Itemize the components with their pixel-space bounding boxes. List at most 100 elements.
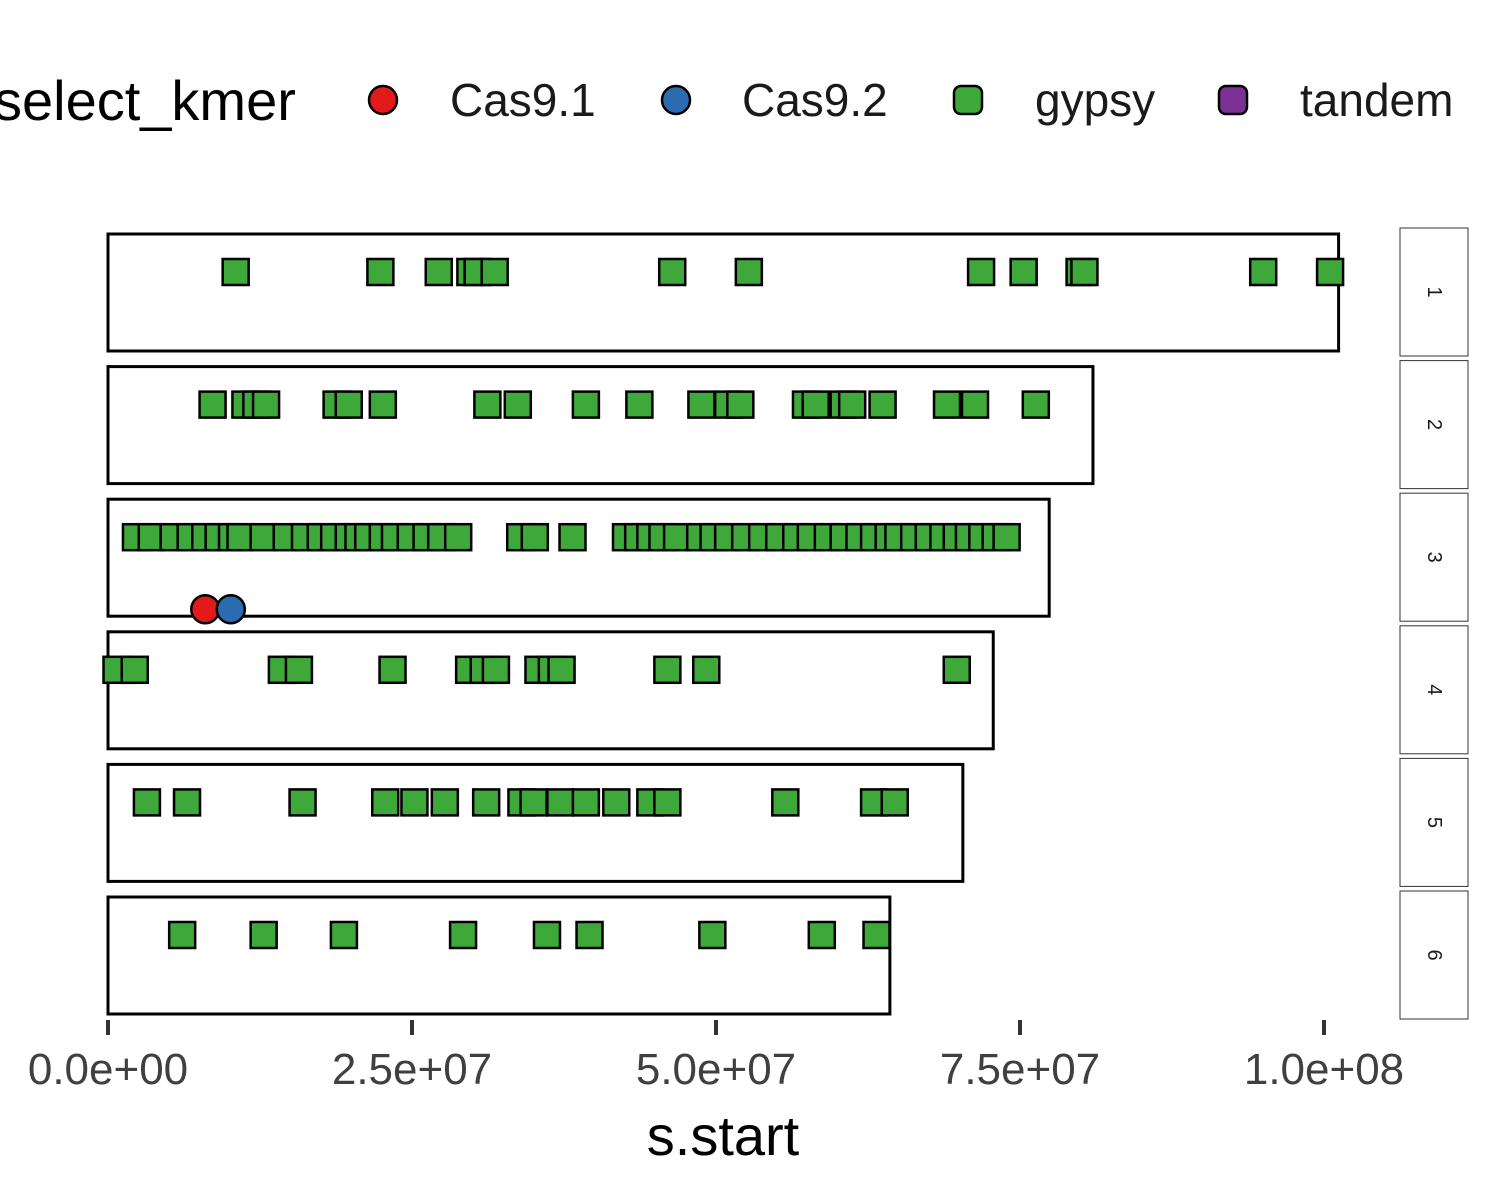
- point-gypsy: [558, 522, 587, 552]
- panel-6: 6: [106, 890, 1469, 1020]
- chromosome-bar: [106, 497, 1051, 618]
- legend-label: tandem: [1300, 74, 1453, 126]
- point-gypsy: [1070, 257, 1099, 287]
- point-gypsy: [366, 257, 395, 287]
- panel-1: 1: [106, 227, 1469, 357]
- facet-strip-label: 2: [1423, 419, 1445, 430]
- point-gypsy: [653, 655, 682, 685]
- facet-strip: [1399, 492, 1469, 622]
- point-gypsy: [167, 920, 197, 950]
- point-gypsy: [726, 390, 755, 419]
- panel-2: 2: [106, 360, 1469, 490]
- point-gypsy: [481, 655, 511, 685]
- point-gypsy: [960, 390, 990, 419]
- point-gypsy: [771, 788, 800, 817]
- facet-strip-label: 6: [1423, 949, 1445, 960]
- point-gypsy: [547, 655, 576, 685]
- point-gypsy: [519, 788, 548, 817]
- point-gypsy: [424, 257, 454, 287]
- point-gypsy: [288, 788, 317, 817]
- facet-strip: [1399, 360, 1469, 490]
- legend-label: Cas9.2: [742, 74, 888, 126]
- point-gypsy: [837, 390, 867, 419]
- point-gypsy: [1248, 257, 1278, 287]
- x-tick-label: 1.0e+08: [1244, 1045, 1404, 1094]
- point-gypsy: [1315, 257, 1345, 287]
- point-gypsy: [942, 655, 972, 685]
- point-gypsy: [329, 920, 359, 950]
- point-gypsy: [448, 920, 478, 950]
- point-gypsy: [575, 920, 604, 950]
- point-cas9-2: [215, 593, 247, 625]
- point-gypsy: [546, 788, 575, 817]
- point-gypsy: [687, 390, 716, 419]
- facet-strip-label: 4: [1423, 684, 1445, 695]
- point-gypsy: [807, 920, 837, 950]
- point-gypsy: [625, 390, 654, 419]
- x-tick-label: 2.5e+07: [332, 1045, 492, 1094]
- point-gypsy: [430, 788, 460, 817]
- point-gypsy: [249, 522, 278, 552]
- legend-label: gypsy: [1035, 74, 1155, 126]
- point-gypsy: [198, 390, 227, 419]
- point-gypsy: [443, 522, 473, 552]
- panel-3: 3: [106, 492, 1469, 625]
- point-gypsy: [602, 788, 631, 817]
- point-gypsy: [370, 788, 400, 817]
- point-gypsy: [378, 655, 407, 685]
- point-gypsy: [698, 920, 727, 950]
- point-gypsy: [172, 788, 202, 817]
- legend-key: [1217, 84, 1249, 116]
- x-axis-title: s.start: [647, 1104, 800, 1167]
- point-gypsy: [571, 390, 601, 419]
- point-gypsy: [480, 257, 509, 287]
- point-gypsy: [966, 257, 996, 287]
- point-gypsy: [520, 522, 550, 552]
- chromosome-bar: [106, 762, 965, 883]
- point-gypsy: [334, 390, 364, 419]
- point-gypsy: [226, 522, 255, 552]
- plot-panels: 1 2 3 4 5 6: [102, 227, 1469, 1020]
- point-gypsy: [221, 257, 250, 287]
- facet-strip: [1399, 757, 1469, 887]
- point-gypsy: [503, 390, 533, 419]
- legend-item-tandem: tandem: [1217, 74, 1453, 126]
- point-gypsy: [1021, 390, 1051, 419]
- legend-item-gypsy: gypsy: [952, 74, 1155, 126]
- chromosome-bar: [106, 232, 1341, 353]
- facet-strip-label: 3: [1423, 552, 1445, 563]
- point-gypsy: [471, 788, 501, 817]
- point-gypsy: [692, 655, 721, 685]
- point-gypsy: [801, 390, 830, 419]
- legend-key: [660, 84, 692, 116]
- point-gypsy: [868, 390, 897, 419]
- point-gypsy: [657, 257, 687, 287]
- point-gypsy: [653, 788, 682, 817]
- x-axis: 0.0e+00 2.5e+07 5.0e+07 7.5e+07 1.0e+08: [28, 1020, 1404, 1094]
- point-gypsy: [251, 390, 281, 419]
- legend-item-cas9-1: Cas9.1: [367, 74, 596, 126]
- legend-title: select_kmer: [0, 69, 296, 132]
- point-gypsy: [120, 655, 150, 685]
- facet-strip-label: 1: [1423, 286, 1445, 297]
- point-gypsy: [992, 522, 1021, 552]
- point-gypsy: [734, 257, 764, 287]
- point-gypsy: [284, 655, 314, 685]
- facet-strip: [1399, 625, 1469, 755]
- chromosome-bar: [106, 895, 892, 1016]
- point-gypsy: [368, 390, 398, 419]
- facet-strip: [1399, 890, 1469, 1020]
- legend-key: [367, 84, 399, 116]
- facet-strip: [1399, 227, 1469, 357]
- point-gypsy: [132, 788, 162, 817]
- chromosome-bar: [106, 365, 1095, 486]
- panel-5: 5: [106, 757, 1469, 887]
- point-gypsy: [880, 788, 910, 817]
- chromosome-bar: [106, 630, 995, 751]
- point-gypsy: [862, 920, 891, 950]
- point-gypsy: [1009, 257, 1038, 287]
- x-tick-label: 5.0e+07: [636, 1045, 796, 1094]
- legend-key: [952, 84, 984, 116]
- x-tick-label: 0.0e+00: [28, 1045, 188, 1094]
